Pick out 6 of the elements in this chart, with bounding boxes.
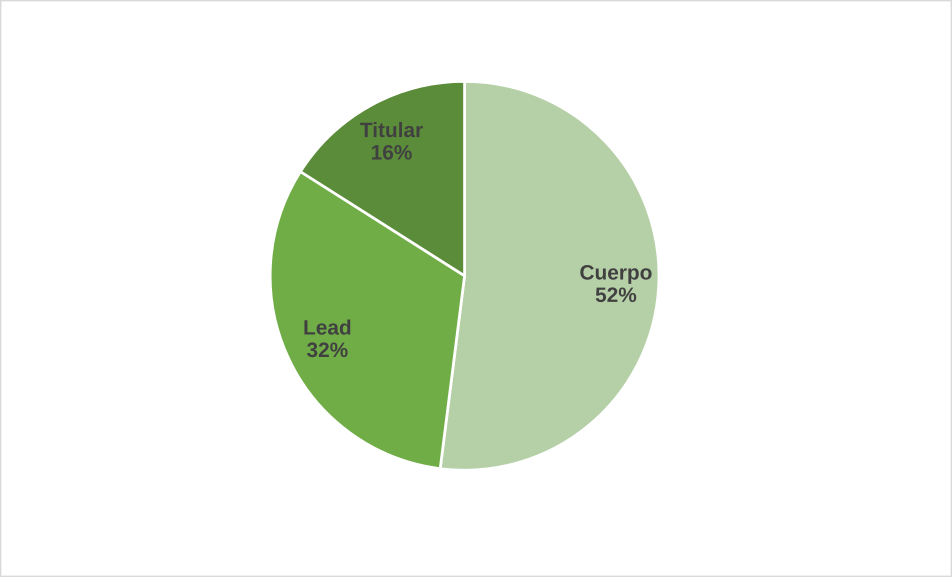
slice-label: Lead: [304, 319, 350, 335]
data-label: 32%: [306, 342, 348, 358]
slice-label: Cuerpo: [580, 264, 652, 284]
slice-label: Titular: [360, 122, 423, 138]
data-label: 16%: [372, 144, 412, 160]
data-label: 52%: [596, 287, 636, 302]
